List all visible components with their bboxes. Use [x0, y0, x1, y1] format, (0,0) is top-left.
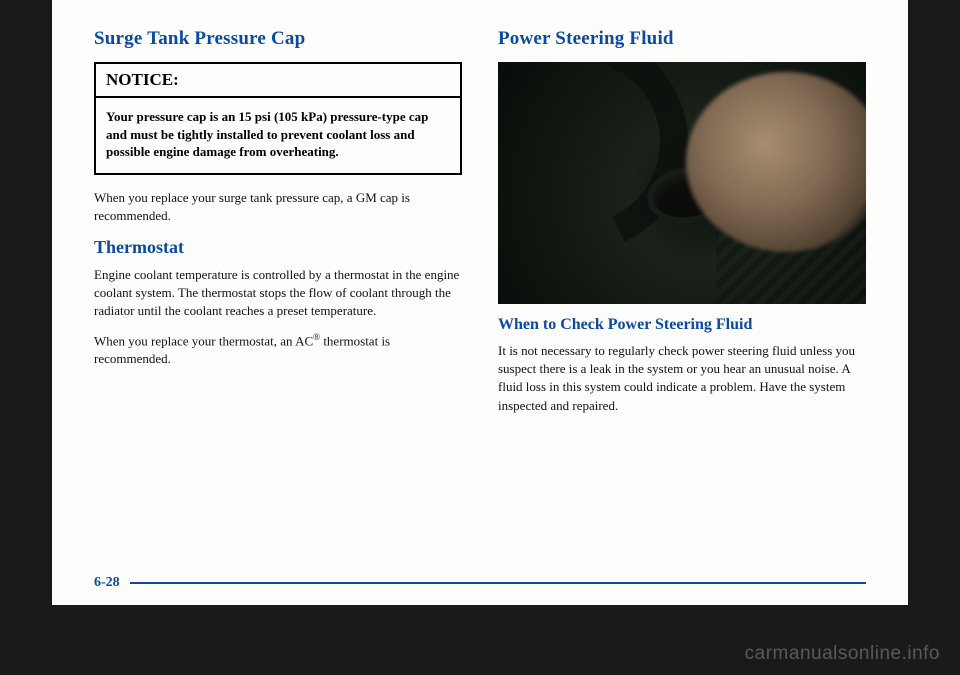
- thermostat-para-2: When you replace your thermostat, an AC®…: [94, 331, 462, 369]
- power-steering-heading: Power Steering Fluid: [498, 28, 866, 50]
- power-steering-para: It is not necessary to regularly check p…: [498, 342, 866, 415]
- surge-tank-heading: Surge Tank Pressure Cap: [94, 28, 462, 50]
- surge-tank-para: When you replace your surge tank pressur…: [94, 189, 462, 225]
- left-column: Surge Tank Pressure Cap NOTICE: Your pre…: [94, 28, 462, 559]
- when-to-check-heading: When to Check Power Steering Fluid: [498, 316, 866, 334]
- footer-rule: [130, 582, 866, 584]
- notice-box: NOTICE: Your pressure cap is an 15 psi (…: [94, 62, 462, 175]
- watermark-text: carmanualsonline.info: [745, 643, 940, 665]
- power-steering-reservoir-photo: [498, 62, 866, 304]
- thermostat-heading: Thermostat: [94, 237, 462, 258]
- notice-label: NOTICE:: [96, 64, 460, 98]
- right-column: Power Steering Fluid When to Check Power…: [498, 28, 866, 559]
- manual-page: Surge Tank Pressure Cap NOTICE: Your pre…: [52, 0, 908, 605]
- page-footer: 6-28: [94, 575, 866, 605]
- notice-body: Your pressure cap is an 15 psi (105 kPa)…: [96, 98, 460, 173]
- thermostat-para-2-pre: When you replace your thermostat, an AC: [94, 333, 313, 348]
- page-number: 6-28: [94, 575, 120, 591]
- two-column-layout: Surge Tank Pressure Cap NOTICE: Your pre…: [94, 28, 866, 559]
- thermostat-para-1: Engine coolant temperature is controlled…: [94, 266, 462, 321]
